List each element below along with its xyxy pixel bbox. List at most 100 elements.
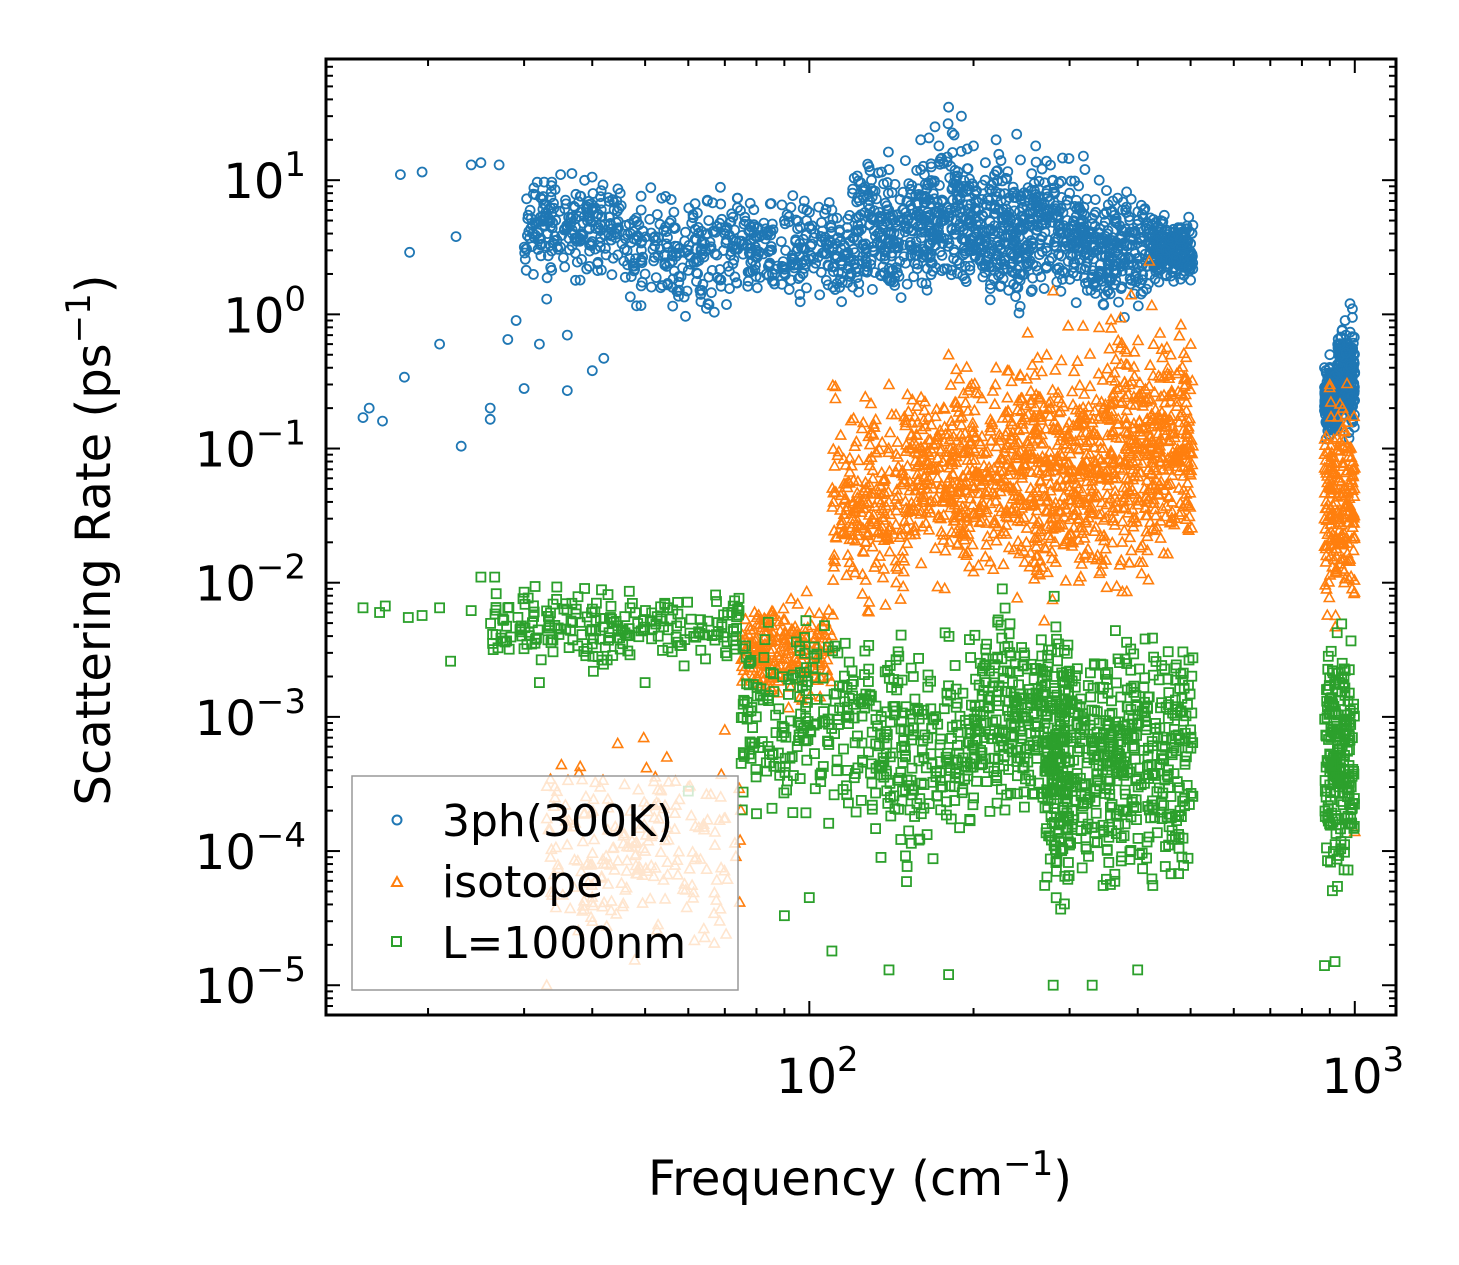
data-point (1140, 473, 1154, 486)
data-point (932, 460, 946, 473)
data-point (1007, 181, 1019, 193)
data-point (929, 436, 943, 449)
data-point (1007, 484, 1021, 496)
data-point (949, 164, 961, 176)
data-point (797, 203, 809, 215)
data-point (1072, 464, 1086, 476)
data-point (839, 458, 853, 470)
data-point (563, 232, 575, 244)
data-point (1018, 410, 1032, 423)
data-point (404, 246, 416, 258)
data-point (1020, 497, 1034, 509)
data-point (837, 477, 851, 489)
data-point (1164, 231, 1176, 243)
data-point (925, 161, 937, 173)
data-point (1154, 514, 1168, 526)
data-point (1041, 528, 1055, 541)
data-point (1078, 150, 1089, 162)
data-point (777, 601, 790, 614)
data-point (984, 283, 996, 295)
data-point (850, 226, 862, 238)
data-point (1125, 543, 1138, 556)
data-point (1029, 400, 1042, 412)
data-point (662, 277, 674, 289)
data-point (1086, 218, 1098, 230)
data-point (924, 494, 938, 506)
data-point (1156, 263, 1167, 275)
data-point (637, 730, 651, 743)
data-point (1174, 233, 1186, 245)
data-point (848, 565, 862, 578)
data-point (1026, 168, 1038, 180)
data-point (965, 377, 979, 390)
data-point (822, 603, 836, 615)
data-point (1097, 298, 1109, 310)
data-point (882, 441, 896, 454)
data-point (1065, 249, 1076, 261)
data-point (1063, 153, 1075, 164)
data-point (922, 207, 933, 219)
data-point (1332, 367, 1344, 379)
data-point (434, 338, 446, 350)
data-point (1132, 300, 1144, 312)
data-point (1060, 502, 1074, 515)
data-point (1111, 242, 1123, 254)
data-point (847, 281, 859, 293)
data-point (1120, 204, 1131, 216)
data-point (689, 233, 701, 245)
data-point (1162, 434, 1176, 447)
data-point (779, 215, 790, 227)
data-point (859, 534, 873, 547)
data-point (879, 197, 891, 209)
data-point (1101, 185, 1112, 196)
data-point (870, 230, 881, 242)
data-point (914, 507, 927, 519)
data-point (744, 197, 756, 209)
data-point (1159, 499, 1173, 511)
data-point (1089, 520, 1103, 532)
data-point (859, 573, 873, 585)
data-point (827, 495, 840, 507)
data-point (850, 212, 862, 224)
data-point (1329, 370, 1341, 381)
data-point (858, 390, 872, 402)
data-point (673, 290, 684, 302)
data-point (990, 439, 1004, 452)
data-point (863, 437, 877, 450)
data-point (966, 425, 980, 437)
data-point (851, 474, 865, 487)
data-point (1066, 485, 1080, 497)
data-point (1091, 489, 1105, 501)
data-point (1165, 450, 1179, 462)
data-point (876, 527, 890, 539)
data-point (1062, 416, 1076, 428)
data-point (763, 246, 774, 258)
data-point (903, 222, 915, 234)
data-point (484, 413, 496, 425)
data-point (570, 274, 581, 286)
data-point (1170, 253, 1182, 265)
data-point (964, 260, 976, 272)
data-point (1035, 364, 1049, 377)
data-point (1149, 255, 1160, 267)
data-point (1124, 273, 1136, 285)
data-point (869, 446, 883, 458)
data-point (895, 292, 907, 304)
data-point (1022, 182, 1034, 194)
data-point (1047, 422, 1061, 435)
data-point (1075, 263, 1087, 275)
data-point (659, 249, 670, 260)
data-point (1095, 552, 1108, 565)
data-point (897, 554, 911, 566)
data-point (1031, 200, 1042, 212)
data-point (1116, 480, 1130, 493)
data-point (1066, 535, 1080, 548)
data-point (914, 556, 928, 569)
data-point (998, 441, 1012, 453)
data-point (1093, 566, 1106, 579)
data-point (955, 211, 967, 223)
data-point (917, 222, 928, 234)
data-point (703, 299, 715, 310)
data-point (715, 181, 726, 193)
data-point (1165, 511, 1179, 523)
